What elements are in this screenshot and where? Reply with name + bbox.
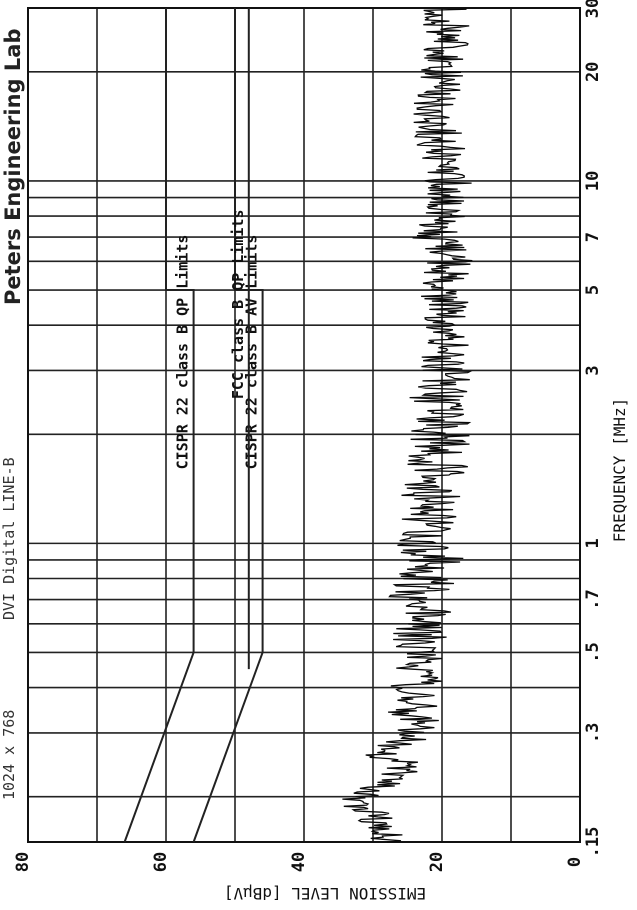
y-tick-label: 0 <box>565 857 585 867</box>
limit-label-2: CISPR 22 class B AV Limits <box>243 235 261 470</box>
x-tick-label: 1 <box>583 538 603 548</box>
emission-trace <box>342 7 473 843</box>
grid <box>28 8 580 842</box>
x-tick-label: 7 <box>583 232 603 242</box>
y-tick-label: 80 <box>13 852 33 872</box>
header-strip: 1024 x 768 DVI Digital LINE-B Peters Eng… <box>0 29 25 800</box>
emission-trace-line <box>342 7 473 843</box>
header-lab-name: Peters Engineering Lab <box>1 29 25 305</box>
limit-label-1: CISPR 22 class B QP Limits <box>174 235 192 470</box>
limit-label-3: FCC class B QP Limits <box>229 209 247 399</box>
tick-labels: .15 .3 .5 .7 1 3 5 7 10 20 30 0 20 40 60 80 <box>13 0 603 872</box>
plot-frame <box>27 7 581 843</box>
x-axis-label: FREQUENCY [MHz] <box>610 398 629 543</box>
header-resolution: 1024 x 768 <box>0 710 18 800</box>
x-tick-label: 20 <box>583 62 603 82</box>
x-tick-label: 3 <box>583 365 603 375</box>
x-tick-label: .5 <box>583 642 603 662</box>
x-tick-label: 30 <box>583 0 603 18</box>
x-tick-label: 5 <box>583 285 603 295</box>
x-tick-label: .7 <box>583 589 603 609</box>
limit-lines: CISPR 22 class B QP Limits CISPR 22 class… <box>123 8 264 843</box>
header-test-name: DVI Digital LINE-B <box>0 457 18 620</box>
x-tick-label: .15 <box>583 827 603 858</box>
limit-line-2 <box>192 8 264 843</box>
x-tick-label: .3 <box>583 723 603 743</box>
limit-line-1 <box>123 8 195 843</box>
y-tick-label: 60 <box>151 852 171 872</box>
y-tick-label: 40 <box>289 852 309 872</box>
y-tick-label: 20 <box>427 852 447 872</box>
x-tick-label: 10 <box>583 171 603 191</box>
y-axis-label: EMISSION LEVEL [dBµV] <box>224 884 426 903</box>
